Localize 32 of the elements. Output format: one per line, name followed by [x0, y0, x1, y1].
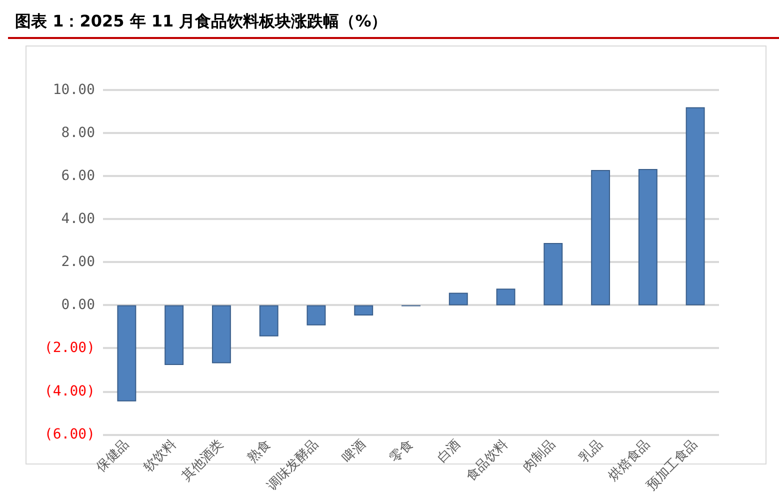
x-tick-label: 软饮料	[141, 437, 180, 476]
x-tick-label: 肉制品	[520, 437, 558, 476]
x-tick-label: 啤酒	[340, 437, 369, 466]
x-tick-label: 白酒	[434, 437, 464, 466]
bar	[117, 305, 136, 402]
x-tick-label: 熟食	[245, 437, 274, 466]
bar	[259, 305, 278, 336]
y-tick-label: (6.00)	[44, 426, 95, 442]
x-tick-label: 保健品	[94, 437, 132, 476]
bar	[448, 292, 468, 306]
bar	[354, 305, 374, 316]
y-tick-label: 2.00	[61, 254, 95, 270]
x-tick-label: 食品饮料	[464, 437, 512, 484]
bar	[164, 305, 184, 366]
y-tick-label: 10.00	[52, 82, 95, 98]
chart-title: 图表 1：2025 年 11 月食品饮料板块涨跌幅（%）	[15, 12, 388, 30]
x-tick-label: 零食	[387, 437, 416, 466]
x-tick-label: 乳品	[576, 437, 606, 466]
bar	[212, 305, 231, 364]
bar	[544, 243, 563, 306]
y-tick-label: 6.00	[61, 168, 95, 184]
bar	[638, 168, 658, 306]
bar	[686, 107, 705, 306]
y-tick-label: (4.00)	[44, 383, 95, 400]
bar	[591, 170, 610, 306]
y-tick-label: 0.00	[61, 297, 95, 314]
bar	[306, 305, 326, 326]
y-tick-label: 8.00	[61, 125, 95, 142]
y-tick-label: 4.00	[61, 211, 95, 228]
bar	[496, 288, 516, 306]
x-tick-label: 其他酒类	[179, 437, 227, 484]
y-tick-label: (2.00)	[44, 340, 95, 356]
